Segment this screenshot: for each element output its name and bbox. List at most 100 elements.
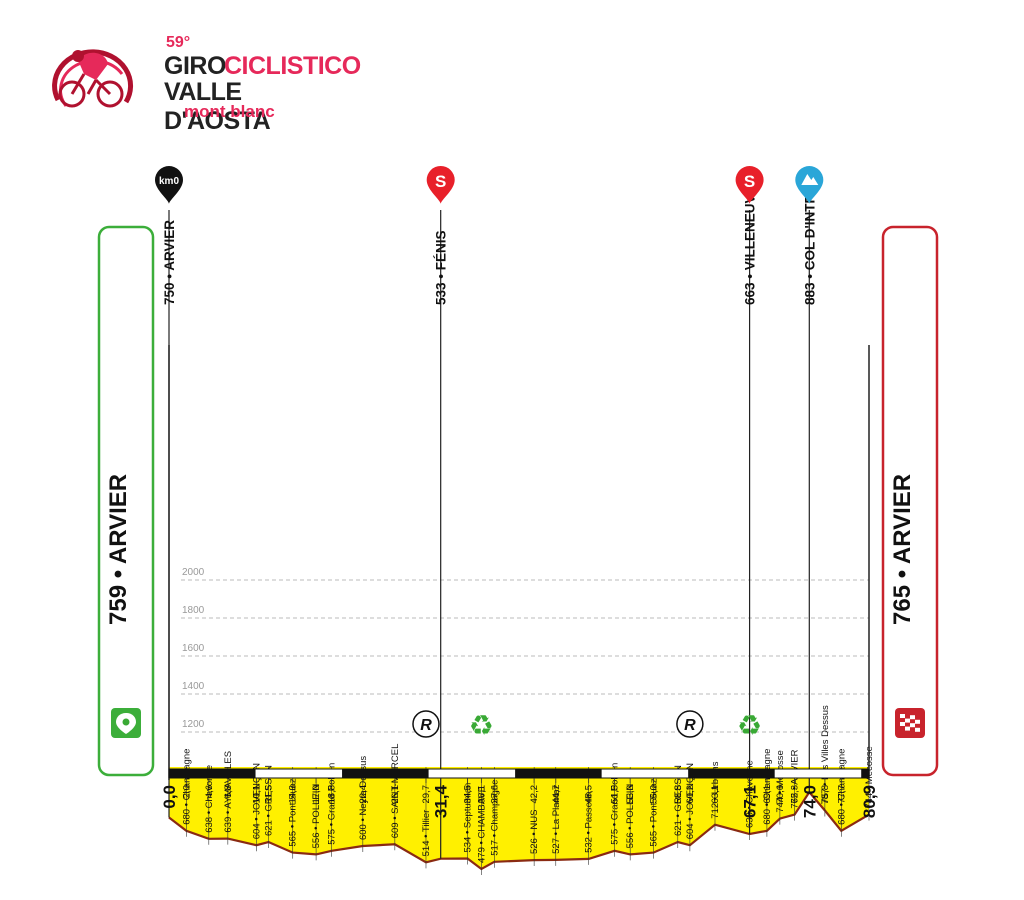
place-label: 712 • Urbains	[710, 761, 721, 818]
refreshment-icon	[676, 710, 704, 738]
distance-label: 14,3	[288, 785, 299, 804]
distance-label: 10,1	[251, 785, 262, 804]
place-label: 621 • GRESSAN	[264, 765, 275, 836]
location-pin-icon	[116, 713, 136, 734]
distance-label: 34,5	[463, 785, 474, 804]
checkered-flag-icon	[900, 714, 920, 732]
marker-pin	[735, 166, 764, 204]
marker-pin	[155, 166, 183, 204]
place-label: 534 • Septumian	[463, 783, 474, 853]
flag-cell	[900, 722, 905, 726]
place-label: 527 • La Plantaz	[551, 784, 562, 854]
scale-segment	[861, 769, 869, 778]
pin-dot	[122, 718, 130, 726]
refreshment-label: R	[420, 717, 432, 734]
place-label: 638 • Chavonne	[204, 765, 215, 833]
waste-zone-icon: ♻	[469, 709, 494, 742]
marker-text: km0	[159, 176, 179, 187]
place-label: 556 • POLLEIN	[625, 784, 636, 849]
place-label: 600 • Neyra Dessus	[358, 756, 369, 840]
flag-cell	[905, 726, 910, 731]
place-label: 526 • NUS	[529, 810, 540, 855]
key-point-label: 533 • FÉNIS	[434, 230, 449, 305]
profile-area	[169, 767, 869, 869]
place-label: 565 • Pont Suaz	[649, 778, 660, 847]
cyclist-logo-icon	[52, 49, 134, 108]
marker-text: S	[435, 172, 446, 191]
distance-label: 31,4	[432, 784, 451, 818]
distance-label: 6,8	[223, 785, 234, 798]
refreshment-icon	[412, 710, 440, 738]
distance-label: 63,1	[710, 785, 721, 804]
place-label: 787 • Les Villes Dessus	[820, 705, 831, 805]
flag-cell	[900, 714, 905, 718]
mountain-marker-icon	[795, 166, 824, 204]
place-label: 604 • JOVENÇAN	[251, 763, 262, 839]
distance-label: 80,9	[860, 785, 879, 818]
distance-label: 42,2	[529, 785, 540, 804]
y-tick-label: 1200	[182, 719, 205, 730]
flag-cell	[905, 718, 910, 723]
place-label: 604 • JOVENÇAN	[685, 763, 696, 839]
marker-text: S	[744, 172, 755, 191]
place-label: 479 • CHAMBAVE	[476, 786, 487, 863]
refreshment-label: R	[684, 717, 696, 734]
place-label: 744 • Mecosse	[775, 750, 786, 812]
distance-label: 75,8	[820, 785, 831, 804]
km0-marker-icon: km0	[155, 166, 183, 204]
distance-label: 2,0	[181, 785, 192, 798]
place-label: 556 • POLLEIN	[311, 784, 322, 849]
y-tick-label: 1400	[182, 681, 205, 692]
flag-cell	[910, 723, 915, 728]
place-label: 575 • Grand Pollein	[610, 763, 621, 845]
race-logo: 59° GIRO CICLISTICO VALLE D'AOSTA mont b…	[48, 30, 361, 135]
sprint-marker-icon: S	[426, 165, 455, 204]
start-box-frame	[97, 225, 155, 777]
place-label: 575 • Grand Pollein	[327, 763, 338, 845]
distance-label: 60,2	[685, 785, 696, 804]
distance-label: 77,7	[836, 785, 847, 804]
place-label: 639 • AYMAVILLES	[223, 751, 234, 833]
place-label: 514 • Tillier	[421, 810, 432, 857]
distance-label: 11,5	[264, 785, 275, 803]
y-tick-label: 2000	[182, 567, 205, 578]
edition-number: 59°	[166, 34, 191, 51]
place-label: 680 • Champagne	[836, 749, 847, 825]
place-label: 765 • ARVIER	[790, 749, 801, 808]
flag-cell	[915, 727, 920, 732]
distance-label: 74,0	[800, 785, 819, 818]
distance-label: 70,6	[775, 785, 786, 804]
distance-label: 18,8	[327, 785, 338, 804]
scale-segment	[342, 769, 429, 778]
y-tick-label: 1600	[182, 643, 205, 654]
place-label: 532 • Passerin	[584, 791, 595, 852]
logo-giro: GIRO	[164, 52, 226, 80]
flag-cell	[910, 715, 915, 720]
distance-label: 56,0	[649, 785, 660, 804]
place-label: 565 • Pont Suaz	[288, 778, 299, 847]
distance-label: 48,5	[584, 785, 595, 804]
key-point-label: 663 • VILLENEUVE	[743, 185, 758, 305]
finish-box-frame	[881, 225, 939, 777]
scale-segment	[169, 769, 256, 778]
distance-label: 51,5	[610, 785, 621, 804]
start-box-label: 759 • ARVIER	[105, 474, 132, 625]
distance-label: 26,1	[390, 785, 401, 804]
distance-label: 4,6	[204, 785, 215, 798]
distance-label: 22,4	[358, 785, 369, 804]
finish-box-label: 765 • ARVIER	[889, 474, 916, 625]
distance-label: 36,1	[476, 785, 487, 804]
place-label: 621 • GRESSAN	[673, 765, 684, 836]
distance-label: 0,0	[160, 785, 179, 809]
distance-label: 37,6	[489, 785, 500, 804]
logo-mont-blanc: mont blanc	[184, 102, 275, 121]
y-tick-label: 1800	[182, 605, 205, 616]
place-label: 680 • Champagne	[181, 749, 192, 825]
scale-segment	[688, 769, 775, 778]
key-point-label: 750 • ARVIER	[162, 220, 177, 305]
key-point-label: 883 • COL D'INTROD	[802, 173, 817, 305]
waste-zone-icon: ♻	[737, 709, 762, 742]
marker-pin	[426, 165, 455, 204]
flag-cell	[915, 719, 920, 724]
